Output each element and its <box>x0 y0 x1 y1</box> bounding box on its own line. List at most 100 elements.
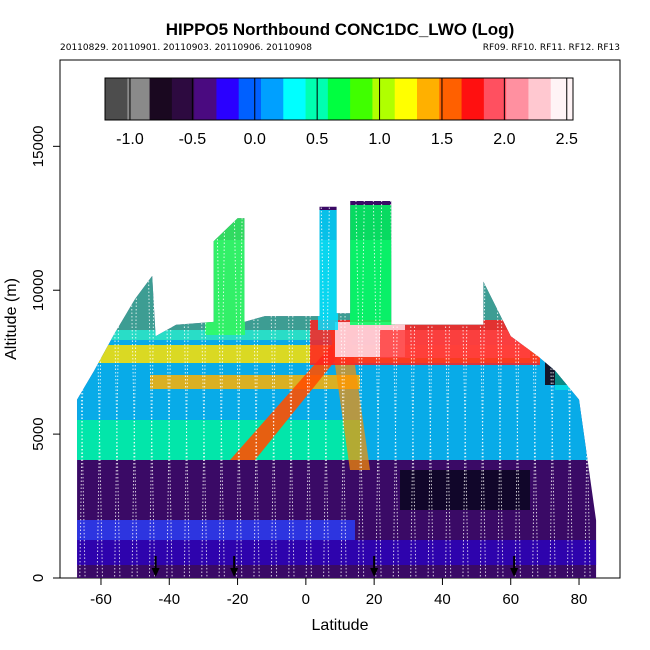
colorbar-tick-label: -0.5 <box>179 131 207 148</box>
chart-subtitle-flights: RF09. RF10. RF11. RF12. RF13 <box>483 43 620 53</box>
profile-line <box>323 201 331 578</box>
profile-line <box>549 201 557 578</box>
profile-line <box>79 201 87 578</box>
marker-arrowhead <box>151 568 160 577</box>
colorbar-cell <box>238 78 262 120</box>
colorbar-tick-label: 1.0 <box>368 131 390 148</box>
profile-line <box>511 201 521 578</box>
profile-line <box>302 201 312 578</box>
profile-line <box>355 201 365 578</box>
profile-line <box>546 201 556 578</box>
profile-line <box>566 201 574 578</box>
profile-line <box>288 201 296 578</box>
profile-line <box>163 201 173 578</box>
colorbar-cell <box>528 78 552 120</box>
marker-arrowhead <box>370 568 379 577</box>
profile-line <box>337 201 347 578</box>
colorbar-tick-label: 0.5 <box>306 131 328 148</box>
colorbar-cell <box>105 78 128 120</box>
profile-line <box>114 201 122 578</box>
y-tick-label: 0 <box>30 574 47 582</box>
profile-line <box>181 201 191 578</box>
profile-line <box>564 201 574 578</box>
y-tick-label: 10000 <box>30 269 47 311</box>
profile-line <box>183 201 191 578</box>
profile-line <box>479 201 487 578</box>
colorbar-cell <box>127 78 151 120</box>
profile-line <box>390 201 400 578</box>
y-axis: 0 5000 10000 15000 <box>30 125 60 582</box>
colorbar: -1.0 -0.5 0.0 0.5 1.0 1.5 2.0 2.5 <box>104 77 578 148</box>
profile-line <box>128 201 138 578</box>
x-tick-label: 0 <box>302 591 310 608</box>
profile-line <box>215 201 225 578</box>
profile-line <box>532 201 540 578</box>
colorbar-cell <box>327 78 351 120</box>
colorbar-cell <box>261 78 284 120</box>
colorbar-cell <box>506 78 529 120</box>
colorbar-tick-label: 2.0 <box>493 131 515 148</box>
y-tick-label: 15000 <box>30 125 47 167</box>
profile-line <box>236 201 244 578</box>
colorbar-cell <box>283 78 307 120</box>
profile-line <box>424 201 434 578</box>
profile-line <box>166 201 174 578</box>
colorbar-cell <box>350 78 373 120</box>
profile-line <box>285 201 295 578</box>
profile-line <box>270 201 278 578</box>
y-axis-label: Altitude (m) <box>3 278 20 360</box>
x-axis: -60 -40 -20 0 20 40 60 80 <box>90 578 587 608</box>
colorbar-cell <box>194 78 217 120</box>
profile-line <box>372 201 382 578</box>
profile-line <box>131 201 139 578</box>
colorbar-tick-label: 0.0 <box>244 131 266 148</box>
colorbar-tick-label: 1.5 <box>431 131 453 148</box>
colorbar-cells <box>105 78 574 120</box>
blue-surface-layer <box>77 540 597 565</box>
profile-line <box>529 201 539 578</box>
profile-line <box>111 201 121 578</box>
red-tail <box>380 330 530 358</box>
marker-arrowhead <box>510 568 519 577</box>
profile-line <box>148 201 156 578</box>
colorbar-tick-label: 2.5 <box>556 131 578 148</box>
profile-line <box>407 201 417 578</box>
profile-line <box>93 201 103 578</box>
profile-line <box>268 201 278 578</box>
profile-line <box>410 201 418 578</box>
profile-line <box>427 201 435 578</box>
x-tick-label: -60 <box>90 591 112 608</box>
profile-markers <box>151 556 519 577</box>
colorbar-cell <box>461 78 485 120</box>
x-tick-label: -20 <box>227 591 249 608</box>
colorbar-cell <box>550 78 574 120</box>
colorbar-cell <box>149 78 173 120</box>
y-tick-label: 5000 <box>30 417 47 450</box>
profile-line <box>444 201 452 578</box>
profile-line <box>459 201 469 578</box>
profile-line <box>233 201 243 578</box>
profile-line <box>357 201 365 578</box>
profile-line <box>462 201 470 578</box>
profile-line <box>146 201 156 578</box>
profile-line <box>77 201 86 578</box>
x-tick-label: 80 <box>571 591 588 608</box>
colorbar-cell <box>417 78 440 120</box>
tower-right <box>350 205 395 325</box>
x-tick-label: -40 <box>158 591 180 608</box>
colorbar-ticks: -1.0 -0.5 0.0 0.5 1.0 1.5 2.0 2.5 <box>116 78 578 148</box>
green-band-left <box>77 420 360 460</box>
marker-arrowhead <box>230 568 239 577</box>
profile-line <box>201 201 209 578</box>
x-tick-label: 40 <box>434 591 451 608</box>
colorbar-cell <box>394 78 418 120</box>
profile-line <box>198 201 208 578</box>
chart-subtitle-dates: 20110829. 20110901. 20110903. 20110906. … <box>60 43 312 53</box>
profile-line <box>218 201 226 578</box>
profile-line <box>442 201 452 578</box>
colorbar-cell <box>439 78 463 120</box>
profile-line <box>514 201 522 578</box>
flight-profile-lines <box>77 201 592 578</box>
profile-line <box>250 201 260 578</box>
profile-line <box>96 201 104 578</box>
